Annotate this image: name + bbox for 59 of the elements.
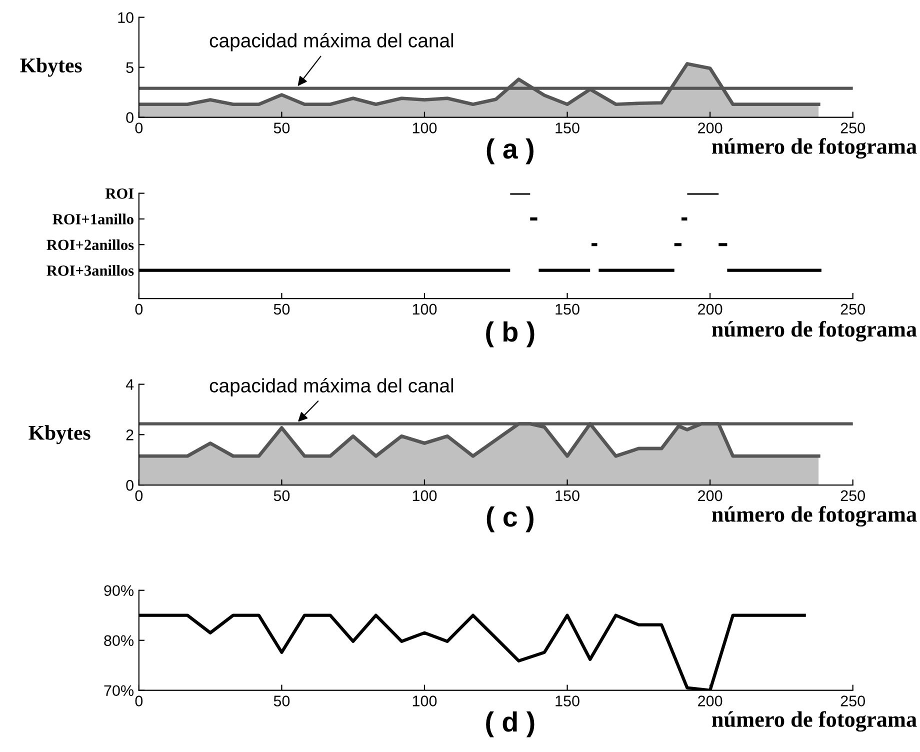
x-tick-label: 50 [274,696,290,706]
y-tick-label: 5 [126,62,134,73]
y-axis-title: Kbytes [20,58,82,77]
x-tick-label: 150 [556,122,580,134]
x-tick-label: 0 [135,122,143,134]
bar [538,268,590,272]
y-tick-label: 90% [104,585,134,596]
x-tick-label: 200 [698,696,722,706]
x-tick-label: 100 [412,304,437,315]
y-tick-label: ROI+2anillos [46,239,134,250]
y-tick-label: ROI+3anillos [46,264,134,276]
y-axis-title: Kbytes [28,425,90,444]
text: ( b ) [486,321,534,348]
bar [592,243,598,246]
y-tick-label: 70% [104,685,134,696]
y-tick-label: 10 [118,12,134,23]
x-axis-title: número de fotograma [712,138,917,159]
y-tick-label: 4 [126,379,134,390]
x-axis-title: número de fotograma [712,711,917,732]
x-tick-label: 50 [274,490,290,502]
y-tick-label: ROI [105,188,134,199]
x-tick-label: 150 [556,490,580,502]
y-tick-label: 0 [126,112,134,123]
x-tick-label: 0 [135,304,143,315]
bar [687,193,719,195]
text: ( d ) [486,711,534,738]
x-tick-label: 150 [556,696,580,706]
y-tick-label: 80% [104,635,134,646]
x-tick-label: 250 [840,696,865,706]
x-tick-label: 200 [698,122,722,134]
ref-line-label: capacidad máxima del canal [210,32,454,52]
x-tick-label: 150 [556,304,580,315]
bar [718,243,728,246]
y-tick-label: 0 [126,480,134,491]
bar [598,268,674,272]
bar [682,217,688,220]
bar [510,193,530,195]
bar [674,243,682,246]
x-tick-label: 0 [135,696,143,706]
x-tick-label: 50 [274,122,290,134]
y-tick-label: 2 [126,430,134,440]
x-tick-label: 100 [412,490,437,502]
x-tick-label: 250 [840,490,865,502]
x-tick-label: 50 [274,304,290,315]
x-tick-label: 250 [840,304,865,315]
text: ( a ) [486,138,534,164]
x-tick-label: 200 [698,304,722,315]
x-tick-label: 250 [840,122,865,134]
bar [727,268,822,272]
x-tick-label: 200 [698,490,722,502]
x-axis-title: número de fotograma [712,506,917,527]
text: ( c ) [486,506,534,532]
x-tick-label: 100 [412,122,437,134]
x-axis-title: número de fotograma [712,320,917,342]
y-tick-label: ROI+1anillo [52,214,134,224]
x-tick-label: 0 [135,490,143,502]
bar [530,217,538,220]
ref-line-label: capacidad máxima del canal [210,378,454,396]
x-tick-label: 100 [412,696,437,706]
